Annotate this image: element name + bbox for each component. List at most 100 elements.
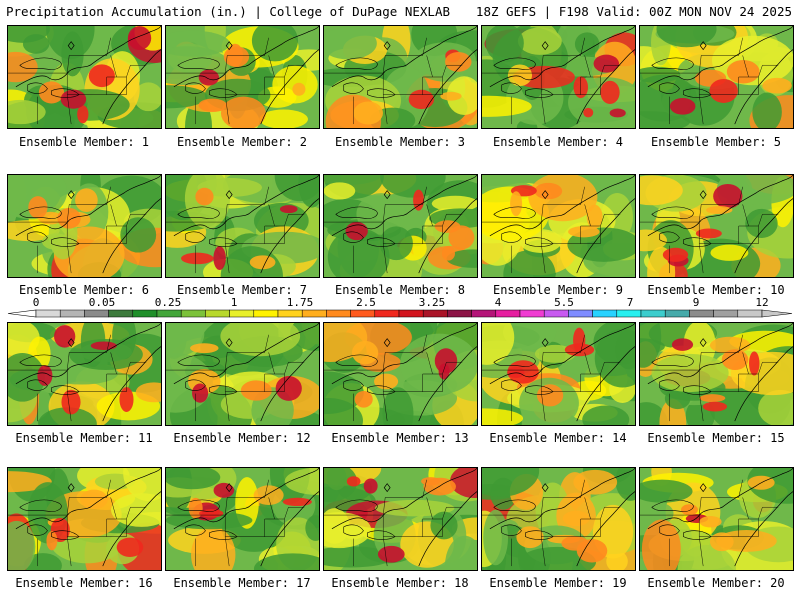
coastline xyxy=(260,49,319,125)
state-border xyxy=(699,94,704,125)
coastline xyxy=(15,175,161,237)
colorbar-label-0: 0 xyxy=(32,296,40,309)
state-border xyxy=(699,391,704,422)
precip-blob xyxy=(69,338,143,371)
precip-colorbar xyxy=(7,309,793,318)
map-field xyxy=(482,468,635,570)
coastline xyxy=(418,198,477,274)
precip-blob xyxy=(284,468,319,496)
precip-max-blob xyxy=(507,360,539,384)
ensemble-panel-1 xyxy=(7,25,162,129)
lake-outline xyxy=(493,57,536,70)
lake-outline xyxy=(651,57,694,70)
map-field xyxy=(640,26,793,128)
precip-max-blob xyxy=(249,255,276,270)
precip-max-blob xyxy=(116,537,144,558)
precip-blob xyxy=(120,217,157,253)
precip-max-blob xyxy=(709,532,734,552)
precip-blob xyxy=(483,509,509,566)
precip-max-blob xyxy=(562,510,590,527)
lake-outline xyxy=(501,231,522,243)
colorbar-label-5: 2.5 xyxy=(356,296,376,309)
state-border xyxy=(442,507,463,520)
precip-blob xyxy=(166,468,221,490)
coastline xyxy=(734,49,793,125)
precip-max-blob xyxy=(749,351,760,376)
colorbar-swatch xyxy=(568,309,593,318)
colorbar-label-10: 9 xyxy=(692,296,700,309)
precip-max-blob xyxy=(127,26,152,51)
precip-max-blob xyxy=(46,531,58,551)
coastline xyxy=(576,491,635,567)
coastline xyxy=(102,346,161,422)
precip-max-blob xyxy=(721,349,749,370)
colorbar-swatch xyxy=(398,309,424,318)
panel-label-3: Ensemble Member: 3 xyxy=(334,135,466,149)
lake-outline xyxy=(343,524,364,536)
colorbar-swatch xyxy=(640,309,666,318)
precip-blob xyxy=(752,92,782,128)
panel-label-5: Ensemble Member: 5 xyxy=(650,135,782,149)
colorbar-swatch xyxy=(229,309,255,318)
precip-max-blob xyxy=(57,207,81,229)
precip-max-blob xyxy=(377,545,405,563)
colorbar-swatch xyxy=(737,309,763,318)
state-border xyxy=(227,334,269,353)
state-border xyxy=(541,243,546,274)
precip-blob xyxy=(374,499,455,517)
lake-outline xyxy=(659,82,680,94)
state-border xyxy=(225,94,230,125)
coastline xyxy=(173,468,319,530)
state-border xyxy=(268,204,275,227)
precip-blob xyxy=(651,353,729,393)
precip-max-blob xyxy=(699,394,726,403)
precip-max-blob xyxy=(440,91,462,101)
precip-max-blob xyxy=(198,69,220,86)
colorbar-swatch xyxy=(350,309,376,318)
lake-outline xyxy=(27,524,48,536)
panel-label-15: Ensemble Member: 15 xyxy=(647,431,785,445)
precip-max-blob xyxy=(534,182,563,200)
precip-max-blob xyxy=(695,228,722,239)
station-marker-icon xyxy=(541,483,549,493)
colorbar-label-6: 3.25 xyxy=(418,296,446,309)
precip-blob xyxy=(615,468,635,501)
precip-blob xyxy=(380,175,446,198)
colorbar-swatch xyxy=(326,309,351,318)
precip-max-blob xyxy=(198,98,227,112)
state-border xyxy=(701,37,743,56)
precip-max-blob xyxy=(600,80,620,105)
state-border xyxy=(699,243,704,274)
precip-max-blob xyxy=(448,225,475,250)
station-marker-icon xyxy=(699,483,707,493)
colorbar-label-2: 0.25 xyxy=(154,296,182,309)
precip-blob xyxy=(640,229,667,252)
state-border xyxy=(758,507,779,520)
state-border xyxy=(284,362,305,375)
precip-blob xyxy=(197,178,262,197)
map-field xyxy=(482,26,635,128)
colorbar-swatch xyxy=(35,309,61,318)
lake-outline xyxy=(659,231,680,243)
precip-max-blob xyxy=(706,206,733,215)
state-border xyxy=(69,479,111,498)
colorbar-swatch xyxy=(495,309,521,318)
ensemble-panel-12 xyxy=(165,322,320,426)
precip-max-blob xyxy=(282,497,312,507)
colorbar-swatch xyxy=(180,309,206,318)
colorbar-swatch xyxy=(156,309,182,318)
colorbar-swatch xyxy=(543,309,569,318)
colorbar-swatch xyxy=(713,309,739,318)
run-info: 18Z GEFS | F198 Valid: 00Z MON NOV 24 20… xyxy=(475,4,792,19)
precip-blob xyxy=(518,546,597,570)
state-border xyxy=(268,352,275,375)
map-field xyxy=(324,175,477,277)
coastline xyxy=(576,198,635,274)
precip-blob xyxy=(253,553,319,570)
precip-max-blob xyxy=(726,60,760,84)
precip-max-blob xyxy=(240,380,272,401)
state-border xyxy=(426,352,433,375)
coastline xyxy=(15,323,161,385)
map-field xyxy=(166,175,319,277)
state-border xyxy=(584,352,591,375)
